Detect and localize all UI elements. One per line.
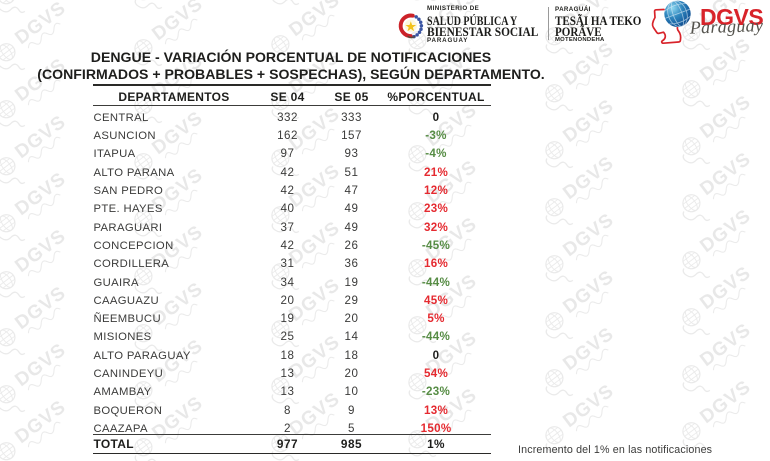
svg-text:DGVS: DGVS: [700, 4, 763, 30]
svg-text:Paraguay: Paraguay: [688, 15, 763, 38]
